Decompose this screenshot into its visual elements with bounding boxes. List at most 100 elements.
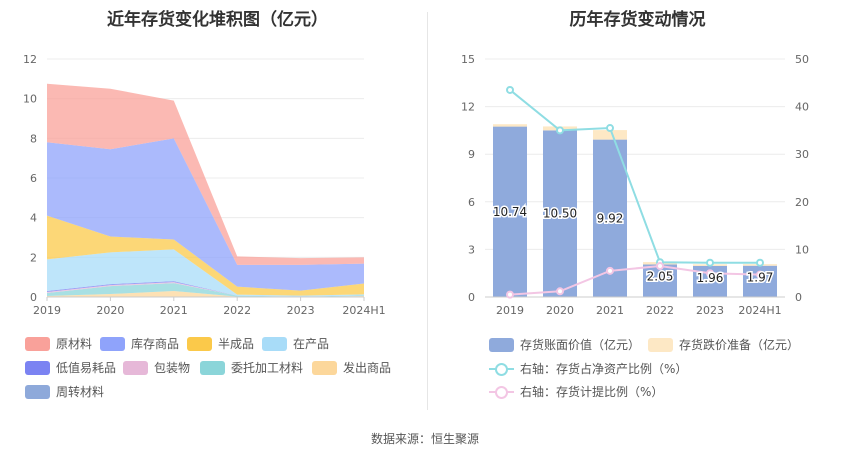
line-point <box>556 126 564 135</box>
line-series <box>509 89 760 264</box>
legend-label: 周转材料 <box>56 385 105 399</box>
line-point <box>656 262 664 271</box>
legend-item-goods-shipped[interactable]: 发出商品 <box>312 359 391 376</box>
line-point <box>556 287 564 296</box>
area-series <box>47 215 364 296</box>
y-tick-label: 9 <box>468 148 475 161</box>
legend-label: 库存商品 <box>131 337 180 351</box>
x-tick-label: 2024H1 <box>738 304 781 317</box>
bar-value-label: 2.05 <box>647 269 674 283</box>
area-series <box>47 283 364 297</box>
bar-impairment-reserve <box>493 124 527 127</box>
y-tick-label: 10 <box>23 93 37 106</box>
legend-item-low-value-consumables[interactable]: 低值易耗品 <box>25 359 116 376</box>
y-tick-label: 6 <box>468 196 475 209</box>
x-tick-label: 2023 <box>696 304 724 317</box>
y2-tick-label: 10 <box>795 243 809 256</box>
y2-tick-label: 50 <box>795 53 809 66</box>
legend-label: 存货账面价值（亿元） <box>520 338 641 352</box>
legend-item-finished-goods[interactable]: 库存商品 <box>100 335 179 352</box>
line-point <box>506 85 514 94</box>
area-series <box>47 249 364 297</box>
bar-value-label: 10.74 <box>493 205 527 219</box>
data-source: 数据来源：恒生聚源 <box>370 432 479 446</box>
line-point <box>756 258 764 267</box>
area-series <box>47 282 364 297</box>
y-tick-label: 4 <box>30 212 37 225</box>
y-tick-label: 3 <box>468 243 475 256</box>
legend-item-provision-ratio[interactable]: 右轴：存货计提比例（%） <box>489 383 663 400</box>
legend-swatch <box>25 384 50 399</box>
inventory-bar-chart: 0 3 6 9 12 15 0 10 20 30 40 50 2019 2020 2021 2022 2023 2… <box>461 53 809 317</box>
legend-swatch <box>648 337 673 352</box>
right-chart-title: 历年存货变动情况 <box>569 10 706 30</box>
line-point <box>706 258 714 267</box>
legend-item-consigned-processing[interactable]: 委托加工材料 <box>200 359 303 376</box>
x-tick-label: 2024H1 <box>342 304 385 317</box>
legend-item-work-in-progress[interactable]: 在产品 <box>262 335 329 352</box>
x-tick-label: 2021 <box>596 304 624 317</box>
bar-value-label: 9.92 <box>597 211 624 225</box>
y2-tick-label: 30 <box>795 148 809 161</box>
legend-line-glyph <box>489 385 514 399</box>
left-chart-title: 近年存货变化堆积图（亿元） <box>107 10 328 30</box>
stacked-area-chart: 0 2 4 6 8 10 12 2019 2020 2021 2022 2023 2024H1 <box>23 53 386 317</box>
x-tick-label: 2020 <box>96 304 124 317</box>
legend-label: 半成品 <box>218 337 255 351</box>
line-point <box>506 290 514 299</box>
legend-label: 低值易耗品 <box>56 361 117 375</box>
legend-swatch <box>100 336 125 351</box>
y-tick-label: 6 <box>30 172 37 185</box>
legend-item-inventory-to-net-assets[interactable]: 右轴：存货占净资产比例（%） <box>489 360 687 377</box>
bar-impairment-reserve <box>593 130 627 140</box>
bar-book-value <box>493 126 527 297</box>
y2-tick-label: 20 <box>795 196 809 209</box>
legend-swatch <box>25 360 50 375</box>
legend-label: 右轴：存货占净资产比例（%） <box>520 362 688 376</box>
line-point <box>606 124 614 133</box>
legend-swatch <box>187 336 212 351</box>
legend-swatch <box>200 360 225 375</box>
bar-value-label: 1.97 <box>747 271 774 285</box>
line-point <box>756 270 764 279</box>
line-point <box>606 266 614 275</box>
legend-swatch <box>312 360 337 375</box>
area-series <box>47 138 364 291</box>
panel-divider <box>427 12 428 410</box>
legend-item-book-value[interactable]: 存货账面价值（亿元） <box>489 336 640 353</box>
legend-line-glyph <box>489 362 514 376</box>
x-tick-label: 2019 <box>33 304 61 317</box>
line-point <box>706 269 714 278</box>
y-tick-label: 12 <box>461 101 475 114</box>
legend-swatch <box>123 360 148 375</box>
area-series <box>47 83 364 265</box>
y2-tick-label: 40 <box>795 101 809 114</box>
area-series <box>47 291 364 297</box>
y-tick-label: 0 <box>30 291 37 304</box>
legend-swatch <box>25 336 50 351</box>
legend-item-packaging[interactable]: 包装物 <box>123 359 190 376</box>
bar-value-label: 1.96 <box>697 271 724 285</box>
legend-label: 右轴：存货计提比例（%） <box>520 385 664 399</box>
y-tick-label: 15 <box>461 53 475 66</box>
legend-item-impairment-reserve[interactable]: 存货跌价准备（亿元） <box>648 336 799 353</box>
y-tick-label: 0 <box>468 291 475 304</box>
x-tick-label: 2019 <box>496 304 524 317</box>
legend-item-raw-materials[interactable]: 原材料 <box>25 335 92 352</box>
x-tick-label: 2020 <box>546 304 574 317</box>
legend-item-revolving-materials[interactable]: 周转材料 <box>25 383 104 400</box>
x-tick-label: 2023 <box>287 304 315 317</box>
legend-item-semi-finished[interactable]: 半成品 <box>187 335 254 352</box>
bar-book-value <box>543 130 577 297</box>
x-tick-label: 2021 <box>160 304 188 317</box>
bar-value-label: 10.50 <box>543 207 577 221</box>
x-tick-label: 2022 <box>223 304 251 317</box>
legend-label: 存货跌价准备（亿元） <box>679 338 800 352</box>
y-tick-label: 2 <box>30 251 37 264</box>
legend-label: 在产品 <box>293 337 330 351</box>
y-tick-label: 12 <box>23 53 37 66</box>
legend-swatch <box>489 337 514 352</box>
legend-label: 发出商品 <box>343 361 392 375</box>
y2-tick-label: 0 <box>795 291 802 304</box>
